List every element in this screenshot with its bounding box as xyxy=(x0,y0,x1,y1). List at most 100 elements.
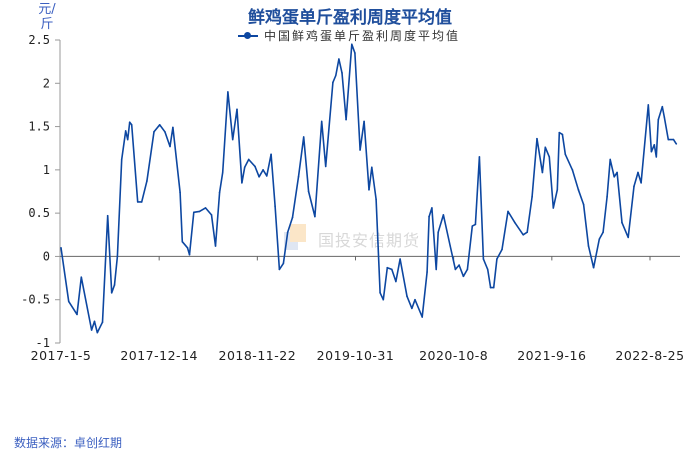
data-point xyxy=(471,225,474,227)
data-point xyxy=(164,130,166,133)
data-point xyxy=(274,205,276,208)
data-point xyxy=(602,231,604,233)
data-point xyxy=(598,238,601,240)
data-point xyxy=(332,81,334,84)
data-point xyxy=(80,276,83,279)
data-point xyxy=(421,316,423,318)
data-point xyxy=(181,240,184,243)
data-point xyxy=(496,258,498,260)
data-point xyxy=(116,255,119,258)
data-point xyxy=(627,236,630,239)
data-point xyxy=(552,207,555,209)
data-point xyxy=(466,268,469,271)
data-point xyxy=(462,275,465,278)
data-point xyxy=(482,258,485,260)
data-point xyxy=(126,138,129,141)
data-point xyxy=(93,320,96,323)
data-point xyxy=(334,74,337,77)
data-point xyxy=(140,201,143,203)
data-point xyxy=(428,215,430,218)
data-point xyxy=(241,182,243,184)
data-point xyxy=(449,245,452,247)
data-point xyxy=(221,171,224,174)
data-point xyxy=(571,169,574,171)
data-point xyxy=(76,313,78,316)
data-point xyxy=(214,245,217,247)
data-point xyxy=(258,175,260,178)
data-point xyxy=(320,120,323,123)
data-point xyxy=(492,286,495,289)
data-point xyxy=(302,136,305,138)
data-point xyxy=(278,268,281,271)
legend: 中国鲜鸡蛋单斤盈利周度平均值 xyxy=(238,27,460,44)
data-point xyxy=(124,130,127,132)
data-point xyxy=(350,43,353,46)
data-point xyxy=(431,207,433,209)
data-point xyxy=(341,72,343,74)
data-point xyxy=(435,268,438,271)
data-point xyxy=(379,291,381,294)
data-point xyxy=(406,295,408,298)
data-point xyxy=(501,248,503,251)
data-point xyxy=(297,175,300,178)
data-point xyxy=(192,211,195,214)
data-point xyxy=(541,171,544,174)
data-point xyxy=(146,180,148,182)
data-point xyxy=(210,214,213,216)
data-point xyxy=(633,185,635,188)
data-point xyxy=(672,138,675,141)
watermark: 国投安信期货 xyxy=(318,231,421,250)
data-point xyxy=(507,210,509,213)
data-point xyxy=(386,266,389,269)
data-point xyxy=(359,149,361,151)
chart-title: 鲜鸡蛋单斤盈利周度平均值 xyxy=(248,8,452,28)
y-tick-label: 0 xyxy=(43,249,50,263)
y-tick-label: 2.5 xyxy=(28,33,50,47)
data-point xyxy=(663,116,666,118)
data-point xyxy=(592,266,595,269)
y-tick-label: 2 xyxy=(43,76,50,90)
data-point xyxy=(414,298,416,301)
data-point xyxy=(558,131,561,134)
y-tick-label: -1 xyxy=(36,336,50,350)
data-point xyxy=(371,166,373,169)
data-point xyxy=(655,156,658,158)
x-tick-label: 2019-10-31 xyxy=(317,348,395,363)
data-point xyxy=(67,300,70,303)
data-point xyxy=(60,246,62,249)
data-point xyxy=(577,188,580,191)
data-point xyxy=(113,284,116,286)
data-point xyxy=(169,145,171,148)
data-point xyxy=(254,165,256,168)
data-point xyxy=(186,246,189,249)
data-point xyxy=(130,124,133,126)
data-point xyxy=(561,133,564,136)
data-point xyxy=(231,138,234,141)
data-point xyxy=(650,150,653,153)
x-tick-label: 2020-10-8 xyxy=(419,348,488,363)
data-point xyxy=(514,221,516,224)
data-point xyxy=(236,108,238,111)
data-point xyxy=(454,268,457,271)
data-point xyxy=(564,153,567,156)
data-point xyxy=(282,262,285,265)
legend-label: 中国鲜鸡蛋单斤盈利周度平均值 xyxy=(264,29,461,43)
data-point xyxy=(106,214,109,217)
data-point xyxy=(587,245,590,247)
data-point xyxy=(548,156,551,158)
data-point xyxy=(609,158,612,161)
data-point xyxy=(661,105,664,108)
data-point xyxy=(153,130,155,133)
data-point xyxy=(324,165,327,168)
data-point xyxy=(657,118,660,121)
data-point xyxy=(489,286,492,289)
data-point xyxy=(474,223,477,226)
data-point xyxy=(526,231,529,233)
data-point xyxy=(437,231,440,233)
data-point xyxy=(128,121,131,124)
data-point xyxy=(399,258,401,260)
x-tick-label: 2017-12-14 xyxy=(120,348,198,363)
data-point xyxy=(531,195,533,198)
data-point xyxy=(616,171,618,174)
data-point xyxy=(411,307,413,310)
